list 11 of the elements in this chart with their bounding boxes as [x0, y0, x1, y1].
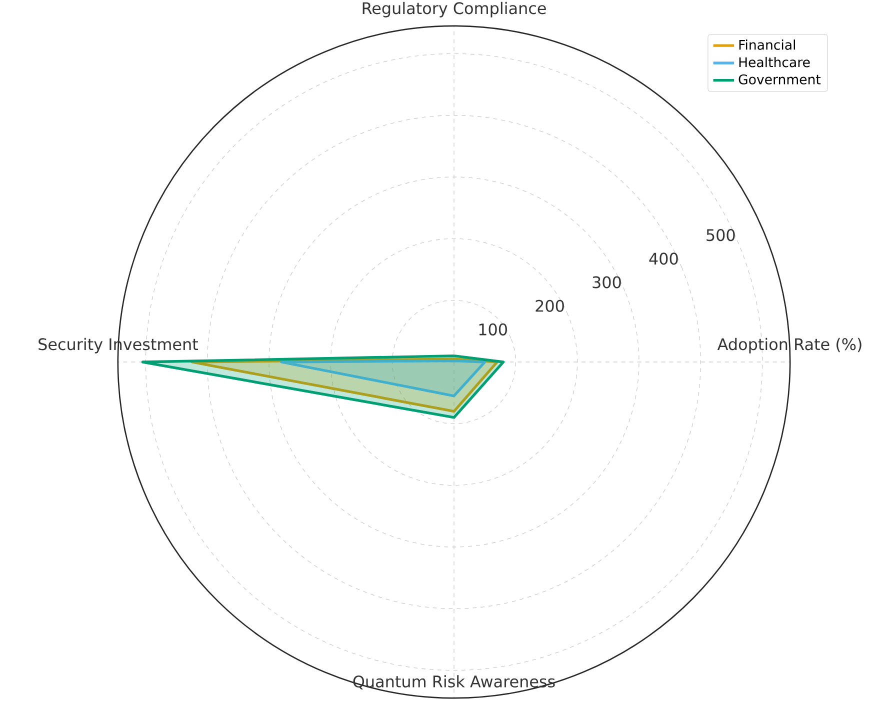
y-tick-label: 300: [592, 276, 621, 288]
y-tick-label: 500: [706, 229, 735, 242]
legend-label: Government: [738, 74, 821, 84]
legend-label: Healthcare: [739, 56, 810, 68]
spoke-label: Quantum Risk Awareness: [353, 675, 555, 690]
y-tick-label: 400: [649, 252, 678, 265]
spoke-label: Regulatory Compliance: [362, 2, 546, 18]
y-tick-label: 100: [479, 323, 507, 336]
spoke-label: Adoption Rate (%): [717, 338, 862, 354]
y-tick-label: 200: [536, 300, 564, 312]
legend-label: Financial: [739, 40, 795, 50]
